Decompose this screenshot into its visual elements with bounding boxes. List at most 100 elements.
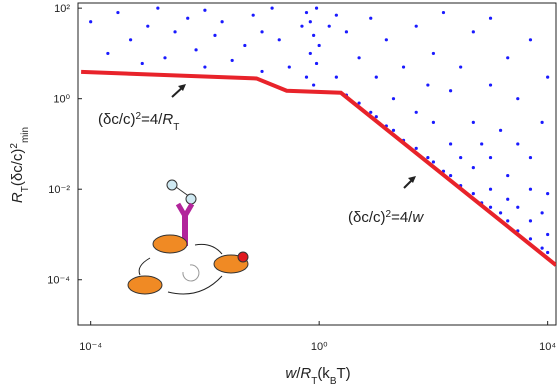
annotation-arrowhead [408,176,416,183]
point [471,191,475,196]
point [312,83,316,87]
text-segment: R [300,365,311,382]
point [277,38,281,42]
point [220,20,224,24]
point [459,65,463,69]
x-tick-label: 10⁰ [311,341,328,353]
point [498,128,503,132]
point [270,6,274,10]
transition-arrow [194,243,223,255]
point [546,232,550,237]
text-segment: T [311,376,317,387]
point [540,120,544,124]
y-tick-label: 10⁻⁴ [47,275,70,287]
y-tick-label: 10⁻² [48,184,70,196]
text-segment: =4/ [141,111,163,128]
point [369,16,373,20]
point [312,33,316,38]
cycle-arrow [182,264,200,282]
x-tick-label: 10⁴ [539,341,556,353]
point [287,65,291,69]
text-segment: w [412,209,424,226]
text-segment: 2 [9,143,20,149]
annotation: (δc/c)2=4/RT [98,111,179,133]
transition-arrow [138,257,151,276]
point [506,197,510,201]
text-segment: R [9,192,26,203]
point [163,56,167,60]
point [414,24,418,28]
y-tick-label: 10⁰ [53,94,70,106]
annotation: (δc/c)2=4/w [348,209,424,227]
point [304,10,309,15]
point [488,205,493,209]
text-segment: 2 [136,111,142,122]
point [314,6,319,10]
point [304,75,309,79]
point [374,115,378,119]
point [213,33,217,38]
point [414,146,418,150]
point [128,38,133,42]
transition-arrow [167,275,223,295]
y-tick-label: 10² [54,3,70,15]
point [327,24,331,28]
point [471,120,475,124]
point [546,75,550,79]
point [441,10,446,15]
receptor-stem [182,214,188,246]
ligand [166,179,178,191]
point [528,237,533,241]
state [127,275,163,295]
point [506,173,510,178]
text-segment: (k [317,365,330,382]
point [384,38,388,42]
point [540,246,544,250]
point [516,142,520,146]
text-segment: (δc/c) [98,111,136,128]
point [308,20,312,24]
point [426,155,430,160]
point [308,51,312,56]
point [471,30,475,34]
phosphate [237,251,249,263]
point [391,128,396,132]
point [431,51,436,56]
text-segment: =4/ [391,209,413,226]
point [260,69,264,74]
point [516,205,520,209]
plot-frame [77,2,557,326]
text-segment: B [330,376,337,387]
ligand [185,193,197,205]
text-segment: / [296,365,301,382]
text-segment: w [285,365,297,382]
point [528,219,533,223]
point [314,61,319,66]
point [300,24,304,28]
point [488,187,493,191]
point [106,51,110,56]
point [506,219,510,223]
point [203,8,207,12]
boundary-line [81,69,556,267]
point [540,211,544,215]
text-segment: (δc/c) [9,149,26,187]
point [156,6,160,10]
point [89,20,93,24]
point [401,65,406,69]
point [334,75,338,79]
point [357,101,361,105]
point [173,30,177,34]
point [146,24,150,28]
point [431,160,436,164]
point [488,83,493,87]
y-axis-label: RT(δc/c)2min [9,127,31,203]
point [459,155,463,160]
x-axis-label: w/RT(kBT) [285,365,350,387]
point [488,16,493,20]
point [243,43,247,48]
point [140,61,144,66]
inset-diagram [127,179,249,295]
text-segment: min [20,127,31,143]
